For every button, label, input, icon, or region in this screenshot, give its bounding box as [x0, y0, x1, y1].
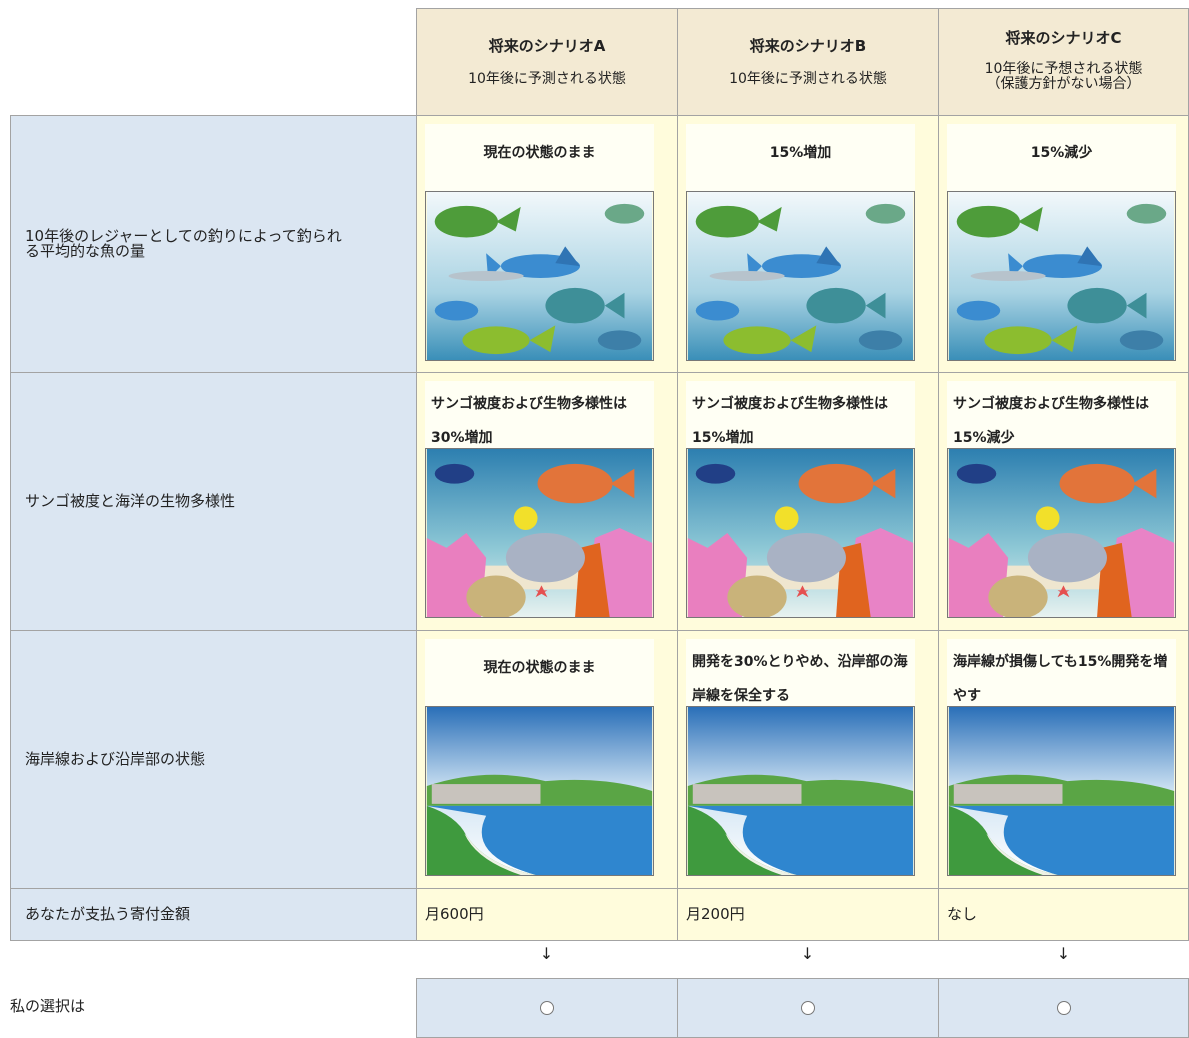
cell-caption: サンゴ被度および生物多様性は15%減少 [947, 381, 1176, 449]
row-label-cell: 10年後のレジャーとしての釣りによって釣られる平均的な魚の量 [10, 115, 417, 373]
arrow: ↓ [800, 944, 815, 963]
row-label: 10年後のレジャーとしての釣りによって釣られる平均的な魚の量 [25, 227, 342, 260]
donation-cell: 月600円 [416, 888, 678, 941]
scenario-cell: 現在の状態のまま [416, 115, 678, 373]
scenario-cell: 開発を30%とりやめ、沿岸部の海岸線を保全する [677, 630, 939, 889]
scenario-cell: 15%減少 [938, 115, 1189, 373]
scenario-header: 将来のシナリオB 10年後に予測される状態 [677, 8, 939, 116]
choice-cell [416, 978, 678, 1038]
scenario-title: 将来のシナリオB [749, 37, 867, 55]
choice-cell [938, 978, 1189, 1038]
coast-illustration [947, 706, 1176, 876]
scenario-subtitle: 10年後に予測される状態 [729, 71, 887, 87]
cell-caption: 現在の状態のまま [425, 639, 654, 707]
coral-illustration [686, 448, 915, 618]
scenario-cell: サンゴ被度および生物多様性は15%増加 [677, 372, 939, 631]
coast-illustration [686, 706, 915, 876]
choice-cell [677, 978, 939, 1038]
row-label-cell: 海岸線および沿岸部の状態 [10, 630, 417, 889]
choice-label: 私の選択は [10, 997, 86, 1015]
scenario-note: （保護方針がない場合） [986, 76, 1141, 92]
scenario-header: 将来のシナリオC 10年後に予想される状態 （保護方針がない場合） [938, 8, 1189, 116]
cell-caption: 15%増加 [686, 124, 915, 192]
row-label: あなたが支払う寄付金額 [25, 905, 191, 923]
fish-illustration [686, 191, 915, 361]
cell-caption: 現在の状態のまま [425, 124, 654, 192]
donation-cell: なし [938, 888, 1189, 941]
scenario-cell: 15%増加 [677, 115, 939, 373]
scenario-cell: サンゴ被度および生物多様性は15%減少 [938, 372, 1189, 631]
cell-caption: サンゴ被度および生物多様性は30%増加 [425, 381, 654, 449]
scenario-cell: サンゴ被度および生物多様性は30%増加 [416, 372, 678, 631]
cell-caption: サンゴ被度および生物多様性は15%増加 [686, 381, 915, 449]
coral-illustration [947, 448, 1176, 618]
cell-caption: 海岸線が損傷しても15%開発を増やす [947, 639, 1176, 707]
donation-cell: 月200円 [677, 888, 939, 941]
scenario-subtitle: 10年後に予測される状態 [468, 71, 626, 87]
row-label-cell: サンゴ被度と海洋の生物多様性 [10, 372, 417, 631]
cell-caption: 15%減少 [947, 124, 1176, 192]
choice-radio[interactable] [1056, 1001, 1071, 1015]
choice-radio[interactable] [801, 1001, 815, 1015]
row-label: サンゴ被度と海洋の生物多様性 [25, 492, 236, 510]
choice-radio[interactable] [540, 1001, 554, 1015]
row-label: 海岸線および沿岸部の状態 [25, 750, 206, 768]
scenario-title: 将来のシナリオA [488, 37, 606, 55]
scenario-title: 将来のシナリオC [1005, 29, 1122, 47]
row-label-cell: あなたが支払う寄付金額 [10, 888, 417, 941]
scenario-header: 将来のシナリオA 10年後に予測される状態 [416, 8, 678, 116]
arrow: ↓ [1056, 944, 1071, 963]
arrow: ↓ [539, 944, 554, 963]
coast-illustration [425, 706, 654, 876]
scenario-cell: 現在の状態のまま [416, 630, 678, 889]
cell-caption: 開発を30%とりやめ、沿岸部の海岸線を保全する [686, 639, 915, 707]
scenario-subtitle: 10年後に予想される状態 [984, 61, 1143, 77]
scenario-cell: 海岸線が損傷しても15%開発を増やす [938, 630, 1189, 889]
fish-illustration [425, 191, 654, 361]
fish-illustration [947, 191, 1176, 361]
coral-illustration [425, 448, 654, 618]
